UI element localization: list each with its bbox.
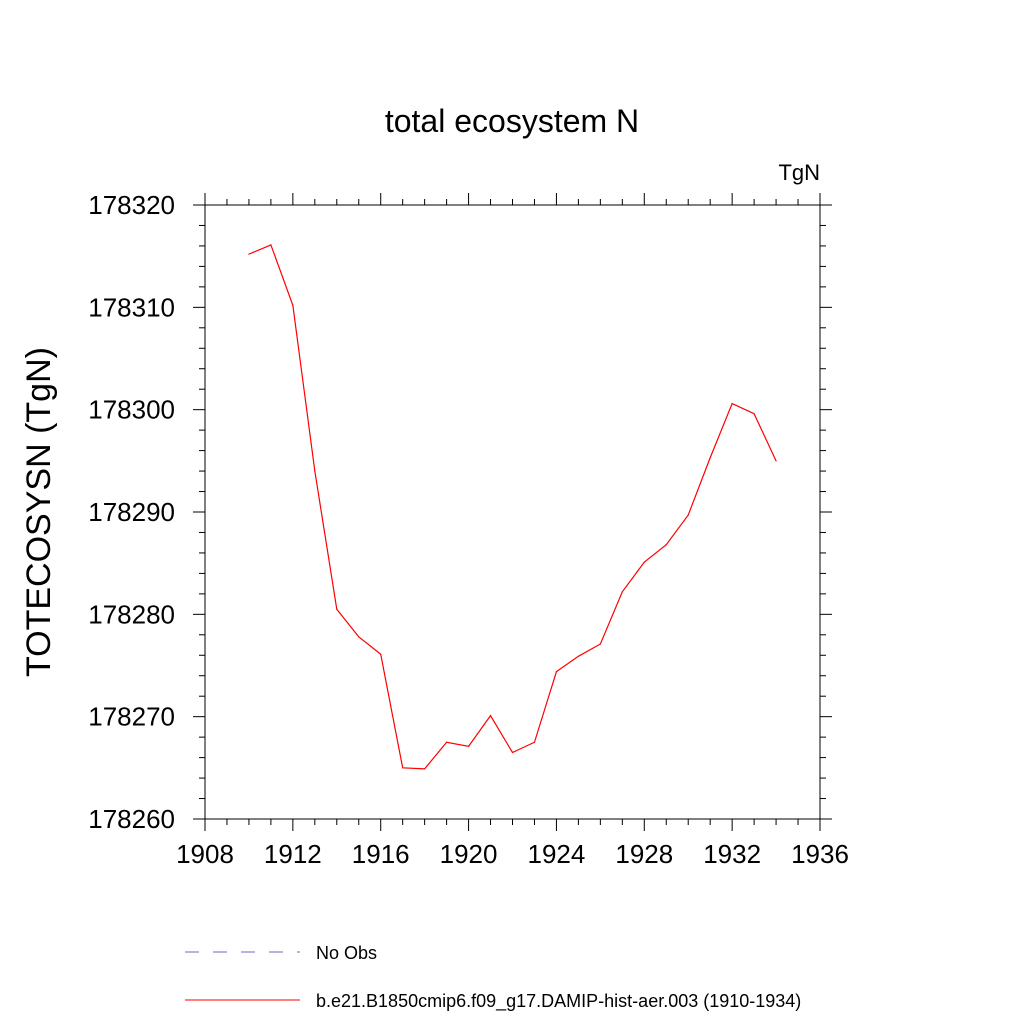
data-point bbox=[577, 655, 579, 657]
y-tick-label: 178300 bbox=[88, 395, 175, 425]
y-tick-label: 178280 bbox=[88, 599, 175, 629]
y-tick-label: 178320 bbox=[88, 190, 175, 220]
legend: No Obs b.e21.B1850cmip6.f09_g17.DAMIP-his… bbox=[185, 943, 801, 1012]
data-point bbox=[248, 253, 250, 255]
y-tick-label: 178310 bbox=[88, 292, 175, 322]
plot-axes: 1908 1912 1916 1920 1924 1928 1932 1936 178260 17… bbox=[88, 190, 849, 869]
data-point bbox=[511, 751, 514, 754]
series-line-1 bbox=[248, 244, 777, 770]
data-point bbox=[402, 767, 404, 769]
data-point bbox=[775, 460, 777, 462]
data-point bbox=[533, 741, 536, 743]
data-point bbox=[270, 244, 272, 246]
data-point bbox=[731, 402, 733, 405]
y-axis-label: TOTECOSYSN (TgN) bbox=[20, 347, 58, 677]
data-point bbox=[599, 643, 601, 645]
legend-label-1: b.e21.B1850cmip6.f09_g17.DAMIP-hist-aer.… bbox=[316, 991, 801, 1012]
data-point bbox=[358, 636, 360, 638]
x-tick-label: 1936 bbox=[791, 839, 849, 869]
chart-title: total ecosystem N bbox=[385, 103, 639, 139]
data-point bbox=[555, 671, 558, 673]
x-tick-label: 1916 bbox=[352, 839, 410, 869]
data-point bbox=[446, 741, 448, 743]
data-point bbox=[380, 653, 382, 655]
data-point bbox=[753, 413, 755, 415]
y-tick-label: 178290 bbox=[88, 497, 175, 527]
data-point bbox=[709, 457, 711, 459]
data-point bbox=[621, 591, 623, 593]
units-label: TgN bbox=[778, 160, 820, 185]
x-tick-label: 1912 bbox=[264, 839, 322, 869]
data-point bbox=[424, 768, 426, 770]
data-point bbox=[489, 715, 492, 717]
data-point bbox=[292, 304, 294, 306]
x-tick-label: 1908 bbox=[176, 839, 234, 869]
data-point bbox=[687, 514, 689, 516]
x-tick-label: 1932 bbox=[703, 839, 761, 869]
x-tick-label: 1924 bbox=[528, 839, 586, 869]
plot-frame bbox=[204, 204, 821, 820]
y-tick-label: 178260 bbox=[88, 804, 175, 834]
x-tick-label: 1920 bbox=[440, 839, 498, 869]
y-tick-label: 178270 bbox=[88, 702, 175, 732]
x-tick-label: 1928 bbox=[615, 839, 673, 869]
data-point bbox=[314, 470, 316, 472]
series-layer bbox=[248, 244, 777, 770]
data-point bbox=[336, 608, 338, 610]
data-point bbox=[643, 561, 645, 563]
legend-label-0: No Obs bbox=[316, 943, 377, 963]
data-point bbox=[467, 745, 470, 747]
data-point bbox=[665, 544, 667, 546]
